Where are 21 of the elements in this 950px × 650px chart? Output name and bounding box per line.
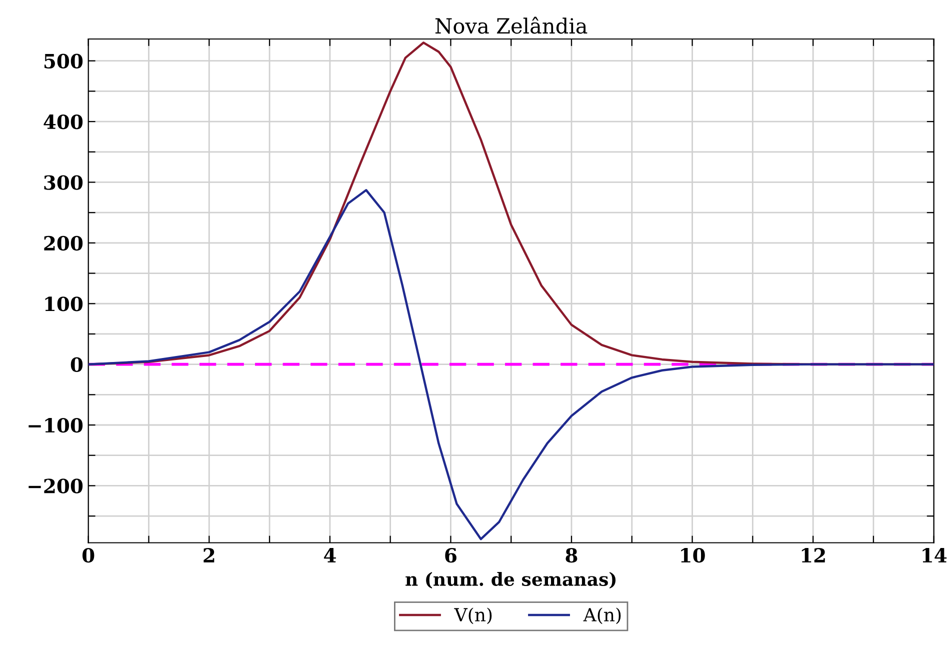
line-series [88,189,934,540]
y-tick-label: −200 [28,478,83,494]
y-tick-label: −100 [28,418,83,433]
x-tick-label: 10 [681,548,705,563]
y-tick-label: 400 [44,114,83,130]
x-tick-label: 12 [802,548,825,562]
x-tick-label: 4 [324,548,336,562]
legend-label: V(n) [454,608,492,624]
x-tick-label: 6 [445,548,456,563]
x-tick-label: 8 [566,548,578,563]
chart-title: Nova Zelândia [435,16,588,34]
x-tick-label: 14 [922,548,947,562]
x-tick-label: 2 [204,548,214,562]
y-tick-label: 200 [44,236,83,251]
y-tick-label: 500 [44,54,83,69]
x-tick-label: 0 [82,548,94,563]
y-tick-label: 300 [44,175,83,190]
y-tick-label: 0 [70,357,83,372]
legend-label: A(n) [583,608,621,624]
y-tick-label: 100 [45,296,83,312]
x-axis-title: n (num. de semanas) [406,572,616,589]
